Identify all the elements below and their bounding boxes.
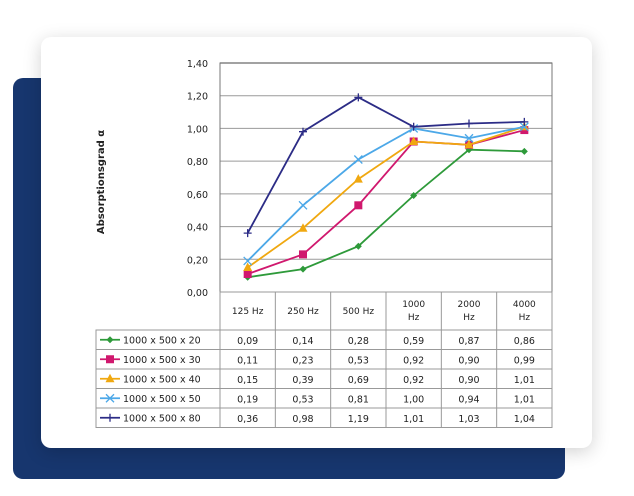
diamond-marker [354,242,362,250]
triangle-marker [409,136,419,146]
data-value: 0,90 [458,375,479,386]
x-category-label: 500 Hz [343,307,375,317]
y-axis-title: Absorptionsgrad α [96,130,107,234]
triangle-marker [105,373,115,383]
data-value: 1,01 [514,375,535,386]
plus-marker [299,127,307,136]
data-value: 0,09 [237,336,258,347]
data-value: 0,92 [403,355,424,366]
series-line [247,129,525,275]
series-2 [243,126,529,279]
data-value: 0,39 [292,375,313,386]
data-value: 0,87 [458,336,479,347]
x-category-label-part: 250 Hz [287,307,319,317]
y-tick-label: 0,40 [187,223,208,234]
square-marker [106,355,114,364]
data-value: 1,19 [348,414,369,425]
data-value: 0,94 [458,394,479,405]
plus-marker [409,122,418,131]
y-tick-label: 0,60 [187,190,208,201]
x-category-label: 250 Hz [287,307,319,317]
legend-label: 1000 x 500 x 50 [123,394,201,405]
y-tick-label: 0,00 [187,288,208,299]
series-4 [243,122,529,266]
series-line [246,96,525,234]
x-marker [243,256,253,266]
data-value: 0,81 [348,394,369,405]
data-value: 0,11 [237,355,258,366]
diamond-marker [299,265,307,273]
x-marker [464,133,474,143]
series-line [247,148,525,279]
legend-label: 1000 x 500 x 80 [123,413,201,424]
x-category-label: 125 Hz [232,307,264,317]
data-value: 0,69 [348,375,369,386]
x-marker [105,393,115,403]
plot-area [219,62,553,293]
data-value: 0,36 [237,414,258,425]
series-line [247,125,525,262]
series-5 [243,93,529,238]
x-category-label-part: 1000 [402,300,425,310]
y-tick-label: 0,80 [187,157,208,168]
data-value: 0,15 [237,375,258,386]
data-value: 0,59 [403,336,424,347]
triangle-marker [464,139,474,149]
x-category-label-part: 500 Hz [343,307,375,317]
square-marker [354,201,363,210]
series-line [247,125,525,269]
triangle-marker [243,262,253,271]
square-marker [243,270,252,279]
triangle-marker [353,174,363,183]
x-category-label-part: 4000 [513,300,536,310]
x-category-label-part: Hz [463,313,475,323]
diamond-marker [106,336,114,344]
data-value: 0,92 [403,375,424,386]
x-category-label: 2000 Hz [458,300,481,323]
data-value: 1,00 [403,394,424,405]
plus-marker [354,93,363,102]
diamond-marker [520,147,528,155]
data-value: 1,04 [514,414,535,425]
x-category-label-part: 125 Hz [232,307,264,317]
y-tick-label: 1,20 [187,92,208,103]
y-tick-label: 0,20 [187,255,208,266]
plus-marker [243,229,252,238]
data-value: 0,90 [458,355,479,366]
data-value: 1,03 [458,414,479,425]
legend-label: 1000 x 500 x 20 [123,335,201,346]
plus-marker [106,413,114,422]
x-marker [353,155,363,164]
data-value: 0,19 [237,394,258,405]
data-value: 0,28 [348,336,369,347]
legend-label: 1000 x 500 x 30 [123,355,201,366]
x-category-label-part: 2000 [458,300,481,310]
y-tick-label: 1,40 [187,59,208,70]
x-category-label: 4000 Hz [513,300,536,323]
data-value: 1,01 [403,414,424,425]
x-marker [298,200,308,210]
data-value: 0,53 [292,394,313,405]
plus-marker [520,117,529,126]
legend-label: 1000 x 500 x 40 [123,374,201,385]
x-category-label-part: Hz [519,313,531,323]
data-value: 0,14 [292,336,313,347]
y-tick-label: 1,00 [187,124,208,135]
diamond-marker [410,191,418,199]
square-marker [299,250,307,259]
x-category-label-part: Hz [408,313,420,323]
data-value: 0,98 [292,414,313,425]
triangle-marker [298,223,308,232]
data-value: 0,99 [514,355,535,366]
data-value: 0,23 [292,355,313,366]
x-marker [519,122,529,132]
plus-marker [465,119,473,128]
x-category-label: 1000 Hz [402,300,425,323]
data-value: 1,01 [514,394,535,405]
data-value: 0,86 [514,336,535,347]
data-value: 0,53 [348,355,369,366]
